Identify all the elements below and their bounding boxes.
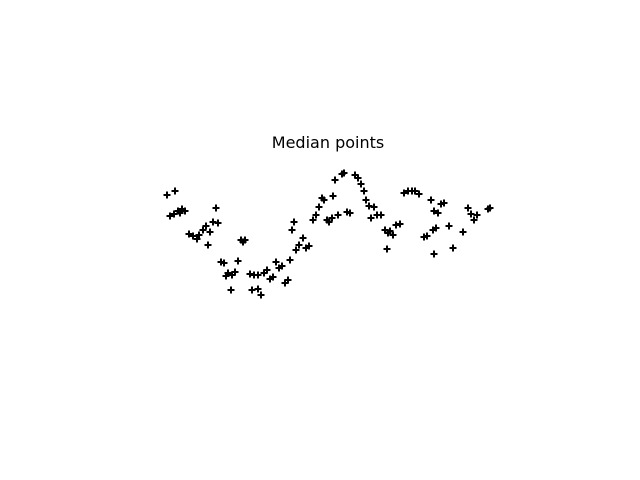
point: [292, 246, 300, 254]
point: [257, 291, 265, 299]
point: [305, 242, 313, 250]
point: [486, 204, 494, 212]
point: [202, 222, 210, 230]
point: [430, 207, 438, 215]
point: [163, 191, 171, 199]
point: [286, 256, 294, 264]
point: [193, 235, 201, 243]
point: [415, 190, 423, 198]
point: [312, 211, 320, 219]
point: [309, 216, 317, 224]
point: [360, 187, 368, 195]
point: [354, 174, 362, 182]
point: [248, 286, 256, 294]
point: [427, 196, 435, 204]
point: [362, 196, 370, 204]
point: [234, 257, 242, 265]
point: [334, 211, 342, 219]
point: [212, 204, 220, 212]
point: [284, 276, 292, 284]
point: [357, 180, 365, 188]
point: [473, 211, 481, 219]
point: [171, 187, 179, 195]
point: [263, 266, 271, 274]
point: [239, 238, 247, 246]
point: [278, 262, 286, 270]
point: [288, 226, 296, 234]
point: [320, 196, 328, 204]
point: [325, 218, 333, 226]
point: [199, 226, 207, 234]
point: [459, 228, 467, 236]
point: [389, 231, 397, 239]
point: [195, 231, 203, 239]
point: [386, 227, 394, 235]
point: [445, 222, 453, 230]
point: [346, 209, 354, 217]
point: [176, 209, 184, 217]
point: [295, 241, 303, 249]
point: [430, 250, 438, 258]
point: [434, 209, 442, 217]
point: [222, 272, 230, 280]
point: [254, 271, 262, 279]
chart-title: Median points: [272, 133, 384, 152]
point: [204, 241, 212, 249]
point: [315, 203, 323, 211]
point: [400, 189, 408, 197]
point: [189, 232, 197, 240]
point: [269, 273, 277, 281]
point: [214, 219, 222, 227]
point: [440, 199, 448, 207]
point: [181, 207, 189, 215]
point: [299, 234, 307, 242]
point: [340, 169, 348, 177]
point: [370, 203, 378, 211]
point: [166, 212, 174, 220]
point: [449, 244, 457, 252]
point: [290, 218, 298, 226]
point: [377, 211, 385, 219]
point: [254, 285, 262, 293]
point: [411, 187, 419, 195]
point: [383, 245, 391, 253]
point: [396, 220, 404, 228]
point: [328, 214, 336, 222]
point: [227, 286, 235, 294]
point: [470, 216, 478, 224]
point: [220, 259, 228, 267]
point: [423, 232, 431, 240]
point: [464, 204, 472, 212]
point: [367, 214, 375, 222]
point: [432, 224, 440, 232]
point: [329, 192, 337, 200]
point: [170, 210, 178, 218]
point: [185, 230, 193, 238]
point: [467, 210, 475, 218]
point: [231, 268, 239, 276]
point: [206, 228, 214, 236]
point: [331, 176, 339, 184]
point: [272, 258, 280, 266]
